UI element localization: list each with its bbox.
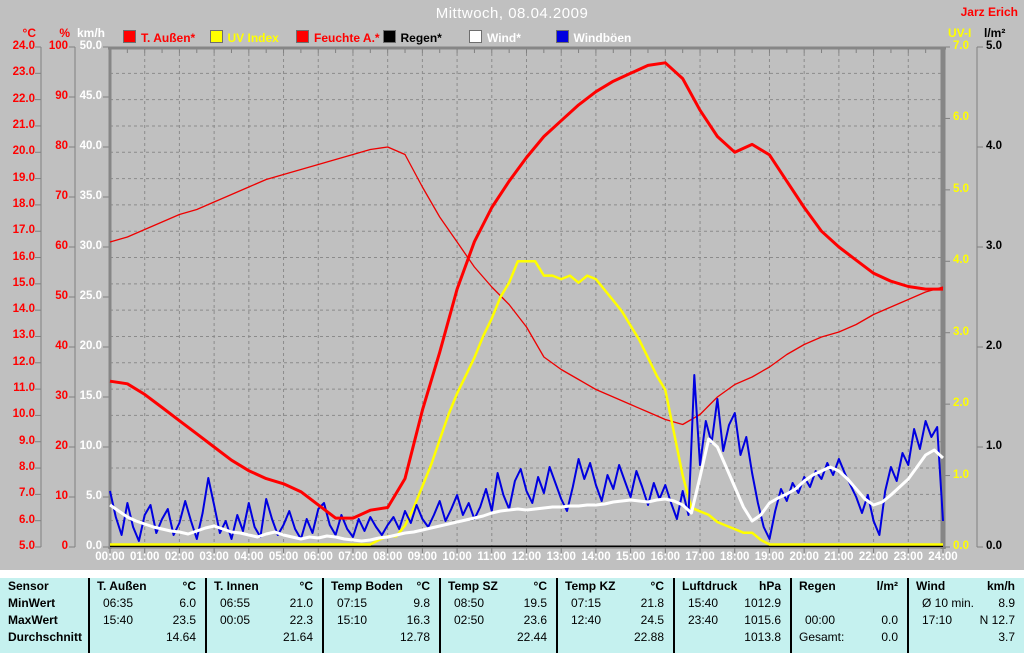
axis-header-percent: % [59,26,70,40]
table-avg-row: 21.64 [282,630,313,644]
legend-label: T. Außen* [141,31,196,45]
table-group-temp-boden: Temp Boden °C 07:15 9.8 15:10 16.3 12.78 [322,578,439,653]
series-windb-en [109,374,944,542]
axis-header-lm2: l/m² [984,26,1006,40]
table-group-wind: Wind km/h Ø 10 min. 8.9 17:10 N 12.7 3.7 [907,578,1024,653]
table-group-temp-kz: Temp KZ °C 07:15 21.8 12:40 24.5 22.88 [556,578,673,653]
legend-swatch [382,30,396,43]
legend-label: UV Index [227,31,279,45]
table-row-label: Durchschnitt [8,630,83,644]
table-group-header: Regen l/m² [799,579,898,593]
table-avg-row: 22.44 [516,630,547,644]
legend-swatch [469,30,482,43]
series-t-au-en- [109,61,943,520]
table-max-row: 17:10 N 12.7 [922,613,1015,627]
legend-swatch [296,30,309,43]
table-min-row: 08:50 19.5 [454,596,547,610]
legend-item-feuchte-a-: Feuchte A.* [296,29,380,45]
table-min-row: 07:15 9.8 [337,596,430,610]
table-max-row: 02:50 23.6 [454,613,547,627]
table-group-header: Luftdruck hPa [682,579,781,593]
legend-item-windb-en: Windböen [555,29,632,45]
table-min-row [792,595,907,612]
table-group-temp-sz: Temp SZ °C 08:50 19.5 02:50 23.6 22.44 [439,578,556,653]
series-wind- [109,437,945,543]
table-avg-row: 12.78 [399,630,430,644]
axis-header-celsius: °C [22,26,36,40]
station-name: Jarz Erich [960,5,1018,19]
table-group-t-innen: T. Innen °C 06:55 21.0 00:05 22.3 21.64 [205,578,322,653]
table-avg-row: 14.64 [165,630,196,644]
table-max-row: 00:05 22.3 [220,613,313,627]
table-max-row: 15:40 23.5 [103,613,196,627]
legend-label: Wind* [487,31,521,45]
legend-swatch [209,30,223,43]
table-min-row: 07:15 21.8 [571,596,664,610]
table-row-label: MinWert [8,596,56,610]
table-avg-row: Gesamt: 0.0 [799,630,898,644]
legend-item-regen-: Regen* [382,29,442,45]
series-uv-index [110,260,943,546]
table-group-header: Wind km/h [916,579,1015,593]
axis-header-uvi: UV-I [948,26,972,40]
legend-item-t-au-en-: T. Außen* [123,29,196,45]
separator-band [0,570,1024,578]
stats-table: Sensor MinWert MaxWert Durchschnitt T. Außen… [0,578,1024,653]
table-max-row: 00:00 0.0 [805,613,898,627]
axis-header-kmh: km/h [76,26,105,40]
table-avg-row: 1013.8 [744,630,781,644]
table-max-row: 15:10 16.3 [337,613,430,627]
table-min-row: Ø 10 min. 8.9 [922,596,1015,610]
legend-swatch [555,30,569,43]
table-group-header: Temp Boden °C [331,579,430,593]
table-group-header: Temp SZ °C [448,579,547,593]
legend-item-uv-index: UV Index [209,29,279,45]
page-title: Mittwoch, 08.04.2009 [435,5,589,22]
table-row-label: MaxWert [8,613,58,627]
series-feuchte-a- [109,146,944,426]
table-max-row: 12:40 24.5 [571,613,664,627]
legend-item-wind-: Wind* [469,29,521,45]
table-group-regen: Regen l/m² 00:00 0.0 Gesamt: 0.0 [790,578,907,653]
table-group-header: T. Innen °C [214,579,313,593]
table-group-luftdruck: Luftdruck hPa 15:40 1012.9 23:40 1015.6 1013.8 [673,578,790,653]
table-min-row: 15:40 1012.9 [688,596,781,610]
table-group-header: Temp KZ °C [565,579,664,593]
table-row-label: Sensor [8,579,49,593]
table-group-header: T. Außen °C [97,579,196,593]
table-max-row: 23:40 1015.6 [688,613,781,627]
chart-plot-area[interactable] [0,0,1024,570]
table-min-row: 06:35 6.0 [103,596,196,610]
legend-label: Windböen [573,31,632,45]
legend-swatch [123,30,136,43]
table-min-row: 06:55 21.0 [220,596,313,610]
legend-label: Feuchte A.* [314,31,380,45]
table-avg-row: 22.88 [633,630,664,644]
legend-label: Regen* [400,31,442,45]
table-row-labels: Sensor MinWert MaxWert Durchschnitt [0,578,88,653]
table-avg-row: 3.7 [998,630,1015,644]
table-group-t-au-en: T. Außen °C 06:35 6.0 15:40 23.5 14.64 [88,578,205,653]
